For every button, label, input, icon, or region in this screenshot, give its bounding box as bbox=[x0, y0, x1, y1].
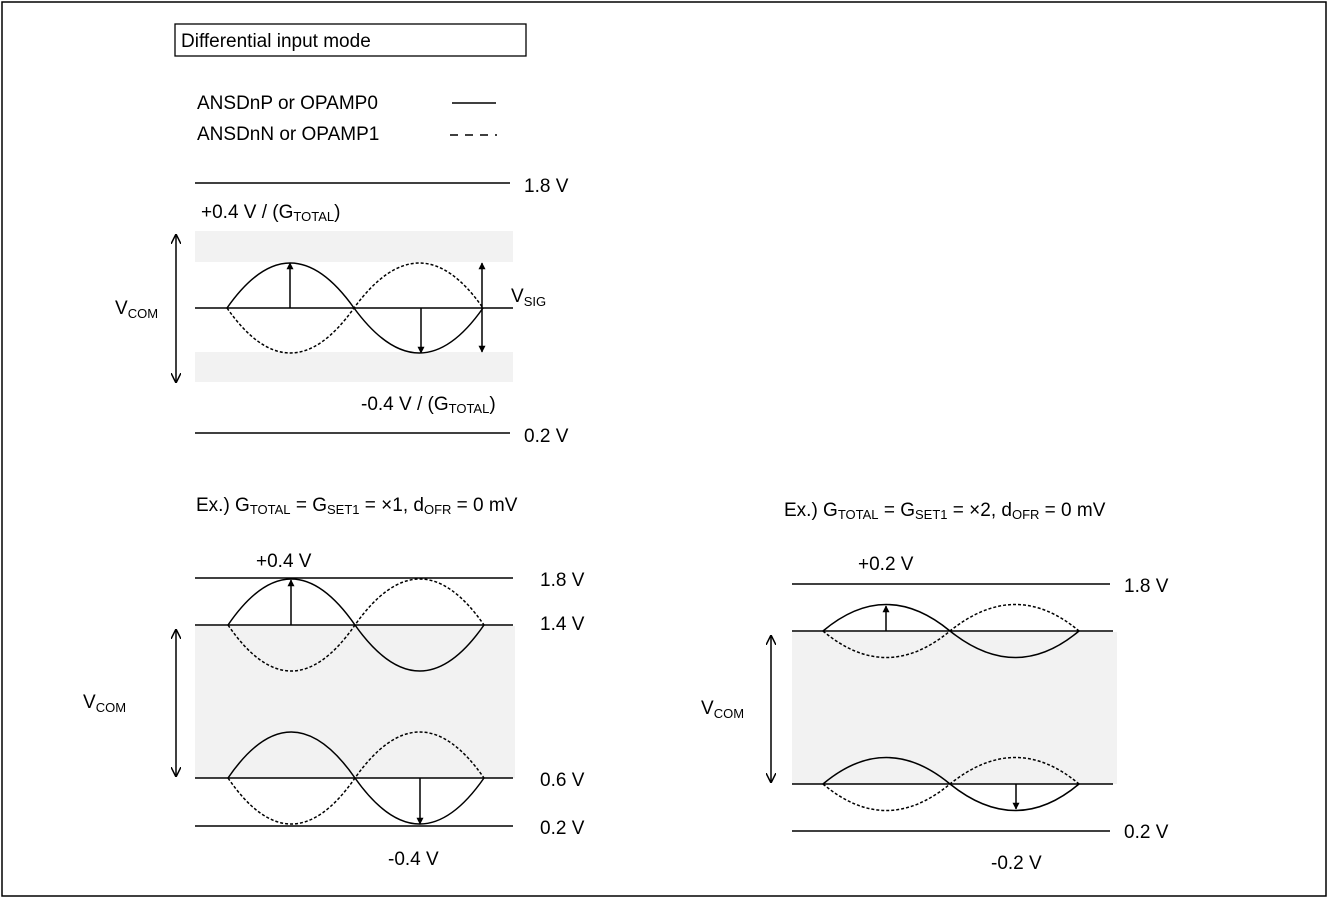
rail-0v2-label: 0.2 V bbox=[524, 426, 569, 447]
lower-signal-n-waveform bbox=[822, 756, 1080, 812]
vcom-label: VCOM bbox=[701, 698, 744, 721]
level-0v6-label: 0.6 V bbox=[540, 770, 585, 791]
upper-band bbox=[195, 231, 513, 262]
vcom-label: VCOM bbox=[83, 692, 126, 715]
upper-signal-n-waveform bbox=[822, 603, 1080, 659]
vsig-label: VSIG bbox=[511, 286, 546, 309]
mode-title: Differential input mode bbox=[181, 31, 371, 52]
top-diagram: 1.8 V +0.4 V / (GTOTAL) VSIG VCOM -0.4 V… bbox=[115, 176, 569, 447]
example-gain-x1: Ex.) GTOTAL = GSET1 = ×1, dOFR = 0 mV +0… bbox=[83, 495, 585, 870]
upper-signal-n-waveform bbox=[227, 578, 485, 672]
level-1v4-label: 1.4 V bbox=[540, 614, 585, 635]
example1-caption: Ex.) GTOTAL = GSET1 = ×1, dOFR = 0 mV bbox=[196, 495, 518, 517]
legend-solid-label: ANSDnP or OPAMP0 bbox=[197, 93, 378, 114]
level-0v2-label: 0.2 V bbox=[1124, 822, 1169, 843]
level-0v2-label: 0.2 V bbox=[540, 818, 585, 839]
signal-n-waveform bbox=[226, 262, 484, 354]
vcom-band bbox=[792, 632, 1117, 784]
level-1v8-label: 1.8 V bbox=[1124, 576, 1169, 597]
plus-label: +0.2 V bbox=[858, 554, 914, 575]
lower-signal-n-waveform bbox=[227, 731, 485, 825]
level-1v8-label: 1.8 V bbox=[540, 570, 585, 591]
minus-label: -0.4 V bbox=[388, 849, 439, 870]
mode-title-box bbox=[174, 23, 527, 57]
vcom-band bbox=[195, 626, 515, 778]
rail-1v8-label: 1.8 V bbox=[524, 176, 569, 197]
plus-label: +0.4 V bbox=[256, 551, 312, 572]
minus-limit-label: -0.4 V / (GTOTAL) bbox=[361, 394, 496, 416]
lower-band bbox=[195, 352, 513, 382]
example-gain-x2: Ex.) GTOTAL = GSET1 = ×2, dOFR = 0 mV +0… bbox=[701, 500, 1169, 874]
minus-label: -0.2 V bbox=[991, 853, 1042, 874]
legend-dashed-label: ANSDnN or OPAMP1 bbox=[197, 124, 379, 145]
plus-limit-label: +0.4 V / (GTOTAL) bbox=[201, 202, 340, 224]
vcom-label: VCOM bbox=[115, 298, 158, 321]
example2-caption: Ex.) GTOTAL = GSET1 = ×2, dOFR = 0 mV bbox=[784, 500, 1106, 522]
